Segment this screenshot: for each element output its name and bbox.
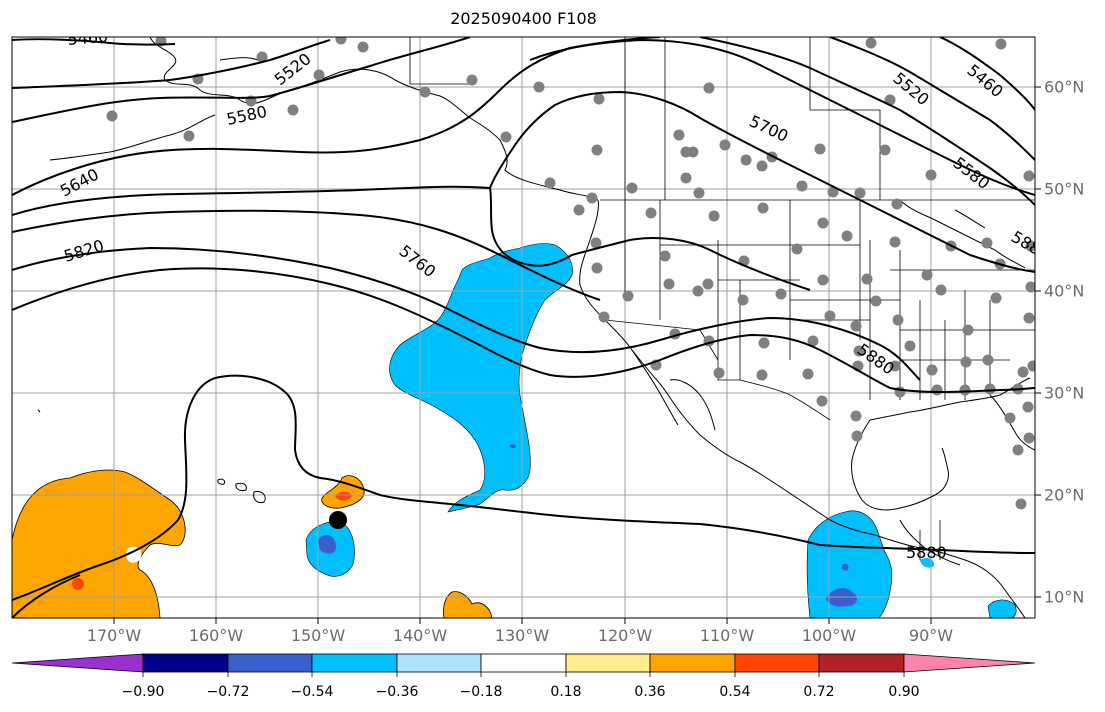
contour-label: 5460	[67, 27, 109, 49]
graticule	[12, 37, 1035, 618]
latitude-label: 60°N	[1044, 77, 1085, 97]
longitude-label: 110°W	[699, 626, 755, 645]
longitude-label: 100°W	[801, 626, 857, 645]
negative-anomaly-area	[987, 599, 1017, 618]
longitude-label: 150°W	[290, 626, 346, 645]
contour-label: 5760	[396, 241, 440, 281]
contour-label: 5460	[963, 61, 1006, 102]
longitude-label: 160°W	[188, 626, 244, 645]
colorbar-extend-low	[11, 653, 144, 673]
contour-label: 5580	[225, 102, 269, 129]
colorbar-tick-label: 0.36	[634, 684, 666, 700]
height-contours	[12, 37, 1035, 618]
contour-label: 5520	[889, 69, 932, 110]
colorbar-extend-high	[903, 653, 1036, 673]
longitude-label: 130°W	[494, 626, 550, 645]
contour-label-group: 5460 5520 5580 5640 5700 5760 5820 5880 …	[57, 27, 1053, 562]
longitude-label: 120°W	[597, 626, 653, 645]
longitude-label: 170°W	[86, 626, 142, 645]
contour-label: 5700	[746, 111, 791, 145]
latitude-label: 20°N	[1044, 485, 1085, 505]
contour-label: 5580	[950, 153, 994, 193]
political-borders	[409, 37, 1035, 560]
latitude-label: 50°N	[1044, 179, 1085, 199]
longitude-label: 90°W	[908, 626, 954, 645]
contour-label: 5880	[1008, 227, 1053, 264]
map-title: 2025090400 F108	[450, 9, 597, 28]
colorbar-tick-label: 0.54	[719, 684, 751, 700]
colorbar-tick-label: −0.72	[206, 684, 250, 700]
anomaly-shading	[12, 243, 1017, 618]
contour-label: 5820	[62, 236, 106, 266]
colorbar-tick-label: −0.18	[459, 684, 503, 700]
colorbar-tick-label: −0.90	[121, 684, 165, 700]
colorbar-tick-label: 0.18	[550, 684, 582, 700]
axis-ticks	[113, 86, 1041, 624]
coastlines	[37, 37, 1035, 618]
colorbar-tick-label: 0.72	[803, 684, 835, 700]
colorbar-tick-label: 0.90	[888, 684, 920, 700]
map-frame	[11, 36, 1036, 619]
contour-label: 5880	[906, 543, 947, 562]
storm-center-marker	[329, 511, 347, 529]
latitude-label: 10°N	[1044, 587, 1085, 607]
negative-anomaly-area	[389, 243, 573, 513]
colorbar	[11, 653, 1036, 677]
latitude-label: 40°N	[1044, 281, 1085, 301]
positive-anomaly-area	[12, 469, 186, 618]
positive-anomaly-area	[443, 591, 493, 618]
longitude-label: 140°W	[392, 626, 448, 645]
contour-label: 5520	[271, 49, 315, 89]
contour-label: 5640	[57, 165, 102, 201]
colorbar-tick-label: −0.36	[375, 684, 419, 700]
latitude-label: 30°N	[1044, 383, 1085, 403]
colorbar-tick-label: −0.54	[290, 684, 334, 700]
